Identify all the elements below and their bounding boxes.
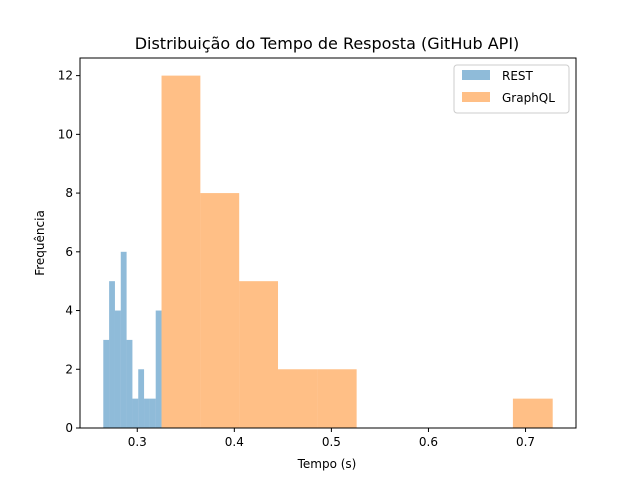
- bar-rest-0: [103, 339, 110, 428]
- bar-rest-7: [144, 398, 150, 428]
- bar-graphql-1: [200, 193, 240, 428]
- y-axis-ticks: 0 2 4 6 8 10 12: [58, 69, 80, 435]
- bar-rest-6: [138, 369, 145, 428]
- bars-layer: [103, 75, 553, 428]
- x-tick-label: 0.6: [419, 435, 438, 449]
- y-tick-label: 12: [58, 69, 73, 83]
- bar-rest-4: [126, 339, 133, 428]
- bar-rest-3: [120, 251, 127, 428]
- legend-label-graphql: GraphQL: [502, 91, 555, 105]
- chart-title: Distribuição do Tempo de Resposta (GitHu…: [135, 34, 520, 53]
- y-tick-label: 10: [58, 127, 73, 141]
- x-axis-label: Tempo (s): [297, 457, 357, 471]
- bar-rest-9: [155, 310, 162, 428]
- x-tick-label: 0.5: [322, 435, 341, 449]
- y-tick-label: 4: [65, 304, 73, 318]
- legend-swatch-graphql: [462, 92, 490, 102]
- bar-graphql-3: [278, 369, 318, 428]
- bar-graphql-2: [239, 281, 279, 428]
- x-tick-label: 0.4: [225, 435, 244, 449]
- plot-frame: [79, 57, 577, 429]
- y-tick-label: 2: [65, 362, 73, 376]
- bar-rest-1: [109, 281, 115, 428]
- x-axis-ticks: 0.3 0.4 0.5 0.6 0.7: [128, 428, 535, 449]
- legend-label-rest: REST: [502, 69, 534, 83]
- bar-graphql-4: [317, 369, 357, 428]
- bar-graphql-9: [512, 398, 553, 428]
- y-tick-label: 8: [65, 186, 73, 200]
- bar-rest-8: [149, 398, 156, 428]
- x-tick-label: 0.3: [128, 435, 147, 449]
- bar-graphql-0: [161, 75, 201, 428]
- legend-swatch-rest: [462, 70, 490, 80]
- x-tick-label: 0.7: [516, 435, 535, 449]
- y-axis-label: Frequência: [33, 210, 47, 276]
- bar-rest-5: [132, 398, 139, 428]
- legend: REST GraphQL: [453, 64, 570, 114]
- bar-rest-2: [114, 310, 121, 428]
- y-tick-label: 6: [65, 245, 73, 259]
- y-tick-label: 0: [65, 421, 73, 435]
